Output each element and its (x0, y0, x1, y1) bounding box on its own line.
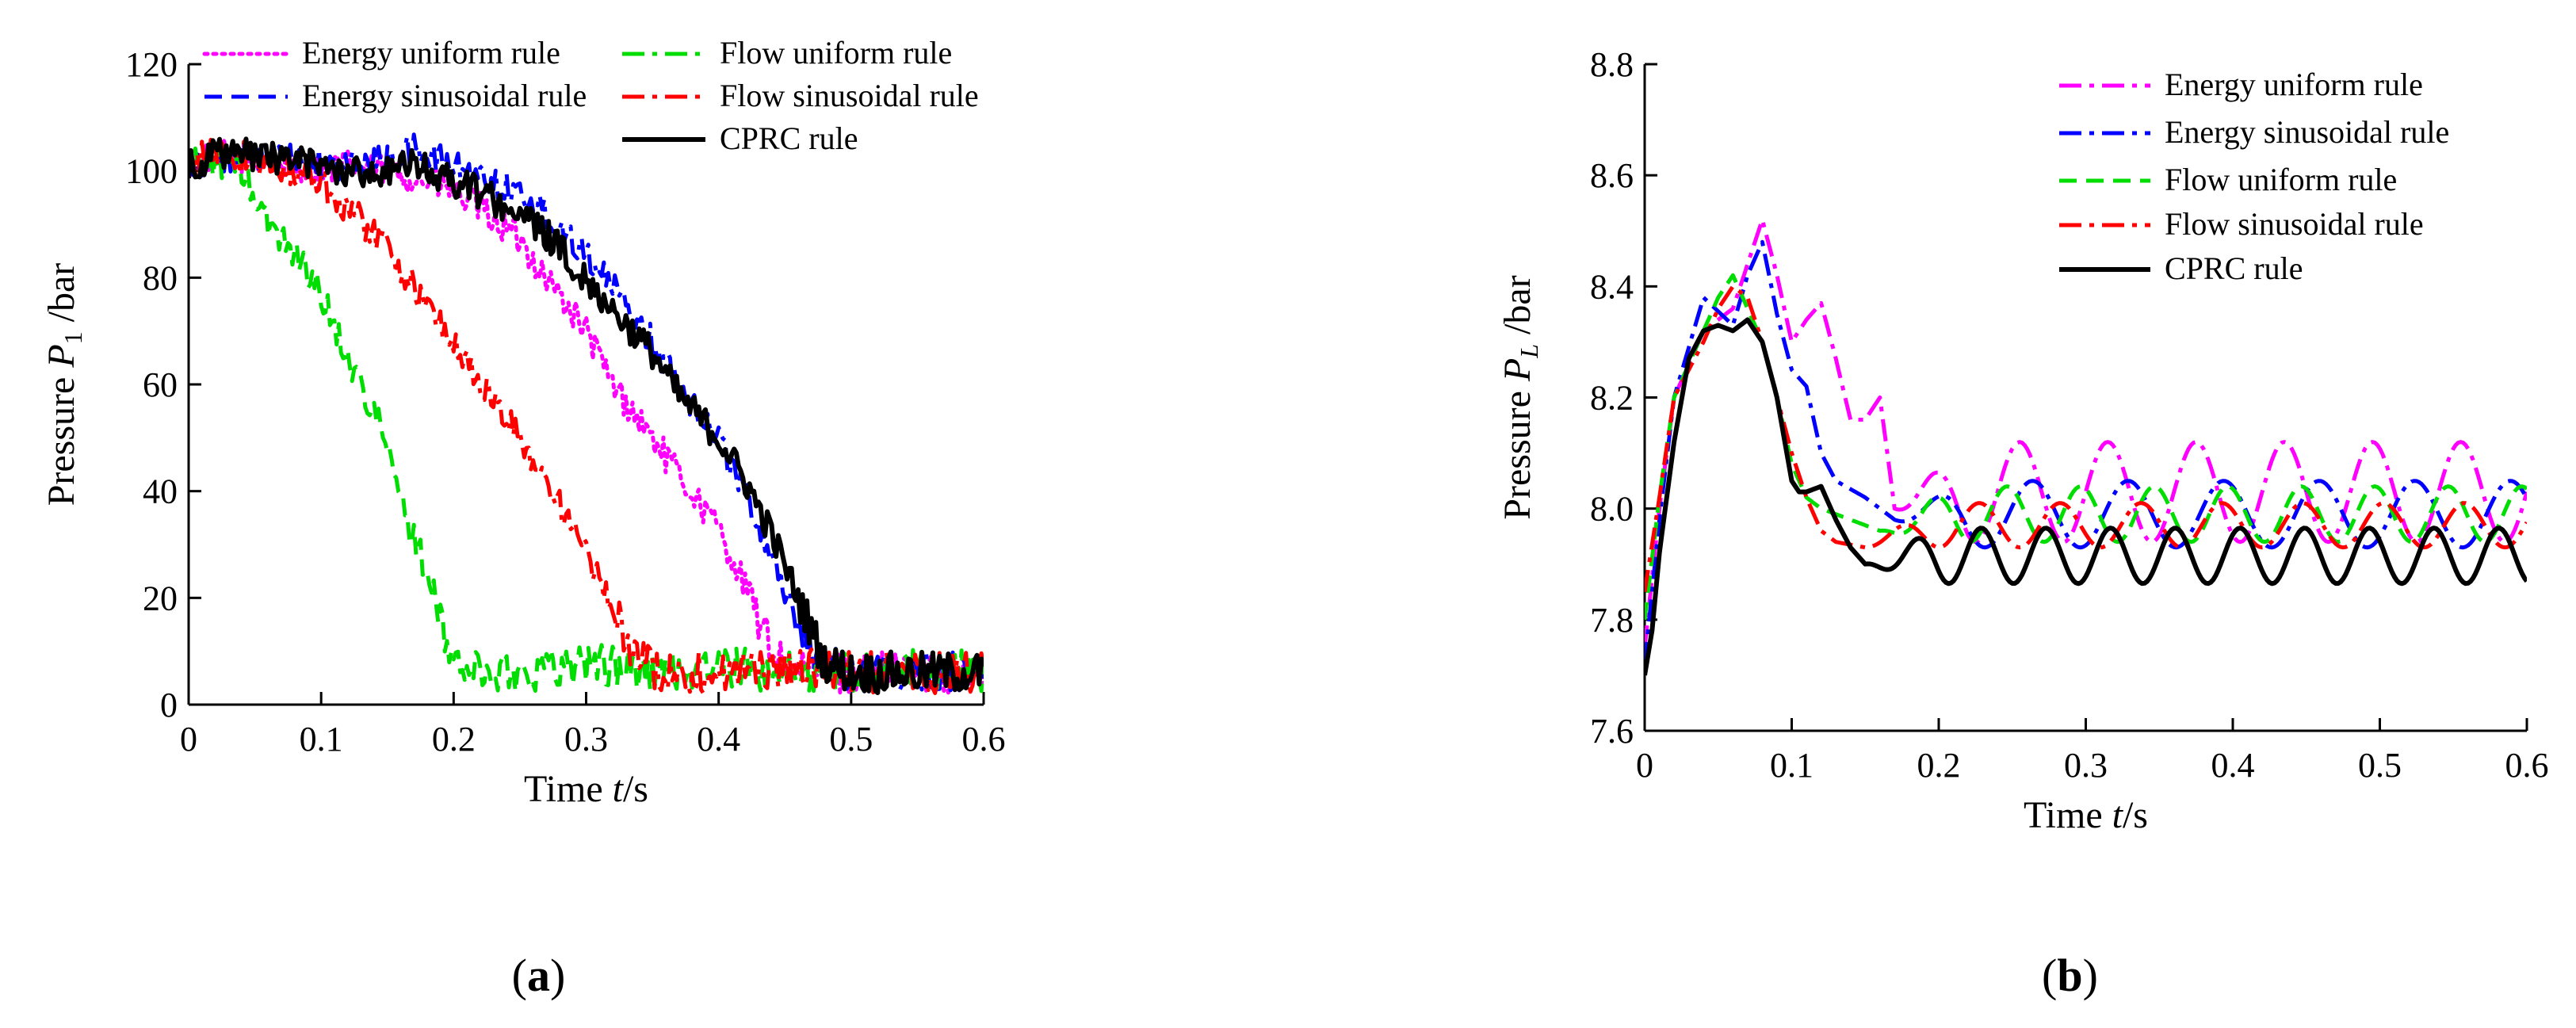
legend-label: CPRC rule (720, 120, 858, 156)
series-group (189, 132, 984, 695)
x-axis-label: Time t/s (524, 768, 648, 810)
x-tick-label: 0.5 (2358, 746, 2402, 785)
series-line-flow-uniform-rule (189, 144, 984, 694)
x-tick-label: 0.2 (1917, 746, 1961, 785)
legend-label: Flow sinusoidal rule (2165, 206, 2424, 242)
legend-label: Energy uniform rule (302, 35, 560, 71)
series-line-energy-sinusoidal-rule (189, 132, 984, 694)
legend-label: CPRC rule (2165, 250, 2303, 286)
y-tick-label: 80 (143, 258, 178, 297)
y-tick-label: 7.8 (1590, 601, 1634, 640)
x-tick-label: 0.4 (2211, 746, 2255, 785)
panel-label: (a) (512, 950, 566, 1001)
legend-label: Energy sinusoidal rule (2165, 114, 2449, 150)
series-line-flow-sinusoidal-rule (189, 137, 984, 695)
y-tick-label: 8.2 (1590, 379, 1634, 418)
x-tick-label: 0 (1636, 746, 1653, 785)
series-line-cprc-rule (189, 136, 984, 695)
x-tick-label: 0.1 (300, 720, 343, 759)
y-tick-label: 100 (125, 152, 178, 191)
x-tick-label: 0.2 (432, 720, 476, 759)
y-axis-label: Pressure PL /bar (1496, 275, 1543, 519)
y-tick-label: 7.6 (1590, 712, 1634, 751)
legend-label: Flow uniform rule (2165, 162, 2397, 197)
series-group (1645, 217, 2527, 676)
series-line-cprc-rule (1645, 317, 2527, 676)
y-tick-label: 60 (143, 365, 178, 404)
y-tick-label: 20 (143, 579, 178, 617)
x-tick-label: 0.3 (564, 720, 608, 759)
y-tick-label: 8.8 (1590, 45, 1634, 84)
x-tick-label: 0.6 (962, 720, 1006, 759)
series-line-energy-sinusoidal-rule (1645, 239, 2527, 665)
legend-label: Flow sinusoidal rule (720, 78, 979, 113)
x-tick-label: 0.5 (829, 720, 873, 759)
legend-label: Flow uniform rule (720, 35, 952, 71)
y-axis-label: Pressure P1 /bar (40, 263, 87, 506)
x-tick-label: 0.6 (2505, 746, 2549, 785)
y-tick-label: 40 (143, 472, 178, 511)
x-tick-label: 0 (180, 720, 197, 759)
y-tick-label: 8.0 (1590, 490, 1634, 529)
series-line-energy-uniform-rule (1645, 217, 2527, 648)
y-tick-label: 120 (125, 45, 178, 84)
y-tick-label: 0 (160, 686, 178, 724)
legend-label: Energy sinusoidal rule (302, 78, 587, 113)
chart-b-pressure-pl: 0 0.1 0.2 0.3 0.4 0.5 0.6 7.6 7.8 8.0 8.2 8.4 8.6 8.8… (1496, 45, 2549, 1001)
y-tick-label: 8.4 (1590, 267, 1634, 306)
x-tick-label: 0.3 (2064, 746, 2108, 785)
panel-label: (b) (2042, 950, 2098, 1001)
legend-label: Energy uniform rule (2165, 67, 2423, 102)
x-tick-label: 0.1 (1770, 746, 1814, 785)
series-line-energy-uniform-rule (189, 138, 984, 695)
y-tick-label: 8.6 (1590, 156, 1634, 195)
series-line-flow-sinusoidal-rule (1645, 284, 2527, 593)
x-tick-label: 0.4 (697, 720, 740, 759)
series-line-flow-uniform-rule (1645, 273, 2527, 621)
chart-a-pressure-p1: 0 0.1 0.2 0.3 0.4 0.5 0.6 0 20 40 60 80 100 120 Time t… (40, 35, 1006, 1001)
x-axis-label: Time t/s (2024, 794, 2148, 836)
